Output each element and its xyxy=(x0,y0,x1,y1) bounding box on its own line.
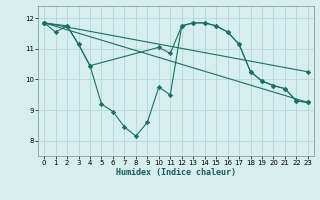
X-axis label: Humidex (Indice chaleur): Humidex (Indice chaleur) xyxy=(116,168,236,177)
